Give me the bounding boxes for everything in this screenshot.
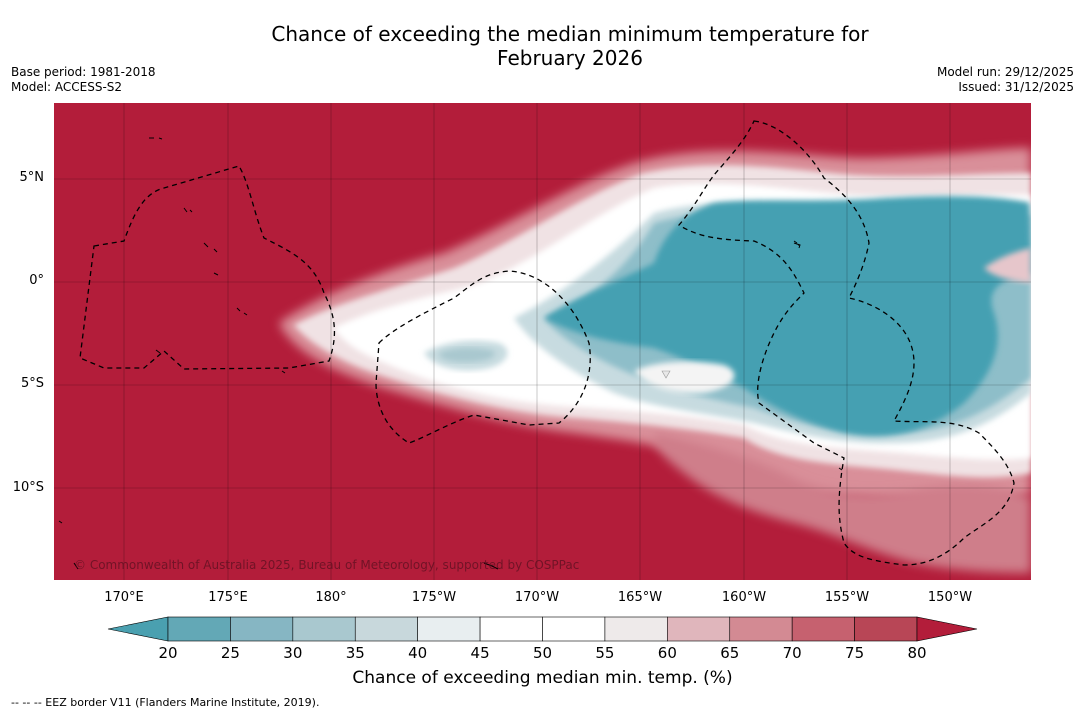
lat-label-0: 0° — [29, 273, 44, 288]
meta-left: Base period: 1981-2018 Model: ACCESS-S2 — [11, 65, 156, 95]
colorbar-tick-label: 70 — [782, 644, 802, 662]
colorbar-low-extension — [107, 616, 169, 642]
colorbar-segment — [542, 616, 606, 642]
eez-borders — [79, 120, 1015, 566]
contour-east-edge — [984, 248, 1031, 283]
lon-label-170e: 170°E — [104, 590, 144, 605]
lon-label-180: 180° — [315, 590, 347, 605]
lon-label-175e: 175°E — [208, 590, 248, 605]
title-line-1: Chance of exceeding the median minimum t… — [271, 22, 869, 46]
lon-label-170w: 170°W — [514, 590, 560, 605]
colorbar-segment — [791, 616, 855, 642]
lat-label-5n: 5°N — [19, 170, 45, 185]
eez-legend: -- -- -- EEZ border V11 (Flanders Marine… — [11, 696, 320, 709]
colorbar-tick-label: 45 — [470, 644, 490, 662]
contour-white-pocket — [634, 361, 735, 394]
islands — [58, 137, 843, 570]
model-name: Model: ACCESS-S2 — [11, 80, 123, 94]
copyright-notice: © Commonwealth of Australia 2025, Bureau… — [74, 558, 580, 572]
colorbar-tick-label: 40 — [408, 644, 428, 662]
map-panel[interactable]: © Commonwealth of Australia 2025, Bureau… — [54, 103, 1031, 580]
graticule — [54, 103, 1031, 580]
colorbar-segment — [729, 616, 793, 642]
meta-right: Model run: 29/12/2025 Issued: 31/12/2025 — [937, 65, 1074, 95]
title-line-2: February 2026 — [497, 46, 643, 70]
colorbar-segment — [167, 616, 231, 642]
colorbar-segment — [479, 616, 543, 642]
colorbar-segment — [292, 616, 356, 642]
lon-label-175w: 175°W — [411, 590, 457, 605]
contour-west-patch-inner — [439, 347, 495, 363]
eez-phoenix-islands — [375, 270, 591, 444]
colorbar-segment — [354, 616, 418, 642]
lon-label-165w: 165°W — [617, 590, 663, 605]
colorbar-high-extension — [916, 616, 978, 642]
lon-label-150w: 150°W — [927, 590, 973, 605]
colorbar-segment — [604, 616, 668, 642]
eez-kiribati-gilbert — [79, 165, 336, 370]
colorbar-segment — [854, 616, 918, 642]
contour-20-core — [544, 196, 1031, 437]
lon-label-155w: 155°W — [824, 590, 870, 605]
colorbar-tick-label: 65 — [720, 644, 740, 662]
colorbar-tick-label: 55 — [595, 644, 615, 662]
lat-label-10s: 10°S — [12, 480, 44, 495]
lat-label-5s: 5°S — [20, 376, 44, 391]
colorbar-tick-label: 80 — [907, 644, 927, 662]
colorbar-tick-label: 35 — [345, 644, 365, 662]
contour-65-south — [654, 433, 1031, 573]
colorbar-tick-label: 75 — [845, 644, 865, 662]
colorbar-segment — [230, 616, 294, 642]
colorbar-tick-label: 50 — [532, 644, 553, 662]
colorbar-title: Chance of exceeding median min. temp. (%… — [352, 668, 733, 688]
colorbar-segment — [417, 616, 481, 642]
lon-label-160w: 160°W — [721, 590, 767, 605]
colorbar-segment — [667, 616, 731, 642]
map-title: Chance of exceeding the median minimum t… — [0, 22, 1085, 70]
colorbar-tick-label: 20 — [158, 644, 178, 662]
min-marker — [661, 370, 671, 379]
base-period: Base period: 1981-2018 — [11, 65, 156, 79]
eez-line-islands — [678, 120, 1015, 566]
colorbar-tick-label: 60 — [657, 644, 677, 662]
issued-date: Issued: 31/12/2025 — [958, 80, 1074, 94]
model-run: Model run: 29/12/2025 — [936, 65, 1074, 79]
map-layer — [54, 103, 1031, 580]
colorbar-tick-label: 30 — [283, 644, 303, 662]
colorbar-tick-label: 25 — [220, 644, 240, 662]
